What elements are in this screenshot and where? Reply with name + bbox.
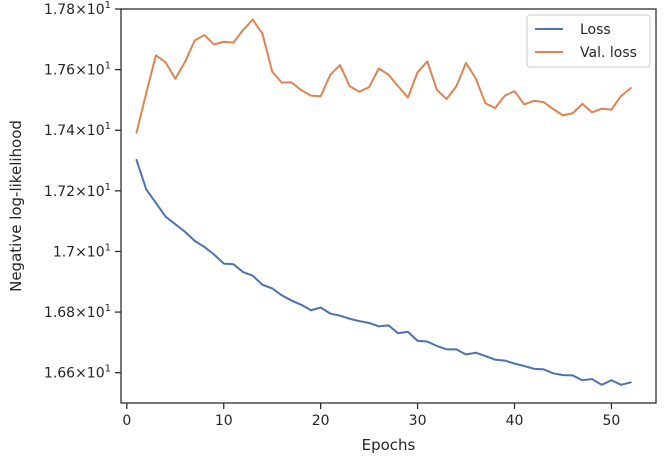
x-tick-label: 50	[603, 413, 621, 429]
series-line-loss	[135, 158, 632, 386]
y-tick-label: 1.68×101	[44, 303, 111, 321]
legend-val-loss-label: Val. loss	[580, 45, 637, 61]
y-tick-label: 1.76×101	[44, 61, 111, 79]
x-tick-label: 40	[506, 413, 524, 429]
series-line-val-loss	[135, 18, 632, 134]
x-tick-label: 0	[122, 413, 131, 429]
y-axis-ticks: 1.66×101 1.68×101 1.7×101 1.72×101 1.74×101 1…	[44, 0, 121, 382]
plot-area	[120, 8, 657, 404]
y-tick-label: 1.72×101	[44, 182, 111, 200]
x-axis-ticks: 0 10 20 30 40 50	[122, 403, 620, 429]
y-tick-label: 1.78×101	[44, 0, 111, 18]
series-layer	[135, 18, 632, 386]
y-tick-label: 1.74×101	[44, 121, 111, 139]
legend: Loss Val. loss	[526, 14, 651, 68]
y-axis-label: Negative log-likelihood	[7, 120, 25, 292]
y-tick-label: 1.7×101	[53, 242, 111, 260]
y-tick-label: 1.66×101	[44, 364, 111, 382]
x-axis-label: Epochs	[362, 436, 416, 454]
legend-loss-label: Loss	[580, 22, 611, 38]
x-tick-label: 30	[409, 413, 427, 429]
x-tick-label: 20	[312, 413, 330, 429]
x-tick-label: 10	[215, 413, 233, 429]
